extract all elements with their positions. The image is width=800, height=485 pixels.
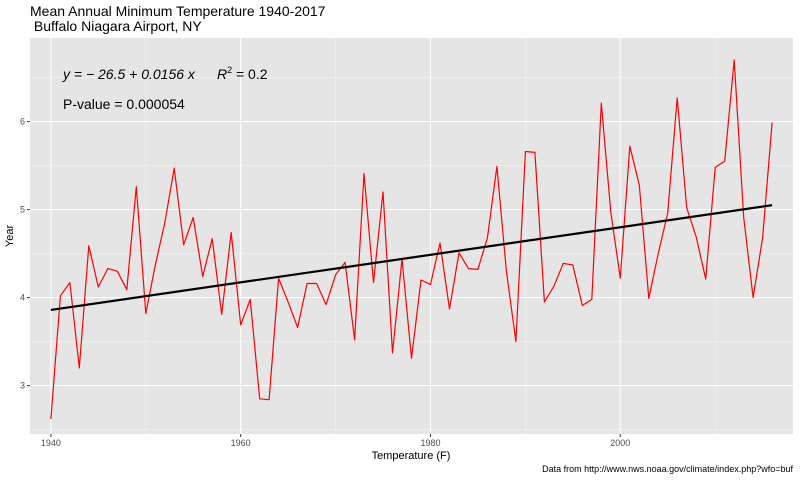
regression-equation: y = − 26.5 + 0.0156 x R2 = 0.2: [62, 65, 268, 82]
series-layer: [50, 59, 773, 420]
y-axis-title: Year: [4, 225, 16, 248]
y-tick-label: 3: [20, 381, 25, 391]
y-axis: 3 4 5 6: [20, 117, 30, 391]
equation-text: y = − 26.5 + 0.0156 x: [62, 66, 196, 82]
chart-subtitle: Buffalo Niagara Airport, NY: [30, 18, 202, 34]
y-tick-label: 5: [20, 205, 25, 215]
minor-gridlines: [30, 38, 793, 434]
source-caption: Data from http://www.nws.noaa.gov/climat…: [542, 464, 793, 474]
p-value-label: P-value = 0.000054: [63, 96, 185, 112]
r2-symbol: R: [217, 66, 227, 82]
r2-value: = 0.2: [232, 66, 268, 82]
x-axis-title: Temperature (F): [372, 450, 451, 462]
trend-layer: [50, 204, 773, 312]
x-tick-label: 1960: [231, 438, 251, 448]
x-axis: 1940 1960 1980 2000: [41, 434, 630, 448]
x-tick-label: 1940: [41, 438, 61, 448]
r2-exponent: 2: [227, 65, 232, 75]
x-tick-label: 2000: [610, 438, 630, 448]
x-tick-label: 1980: [420, 438, 440, 448]
trend-line: [50, 204, 773, 312]
series-line: [50, 59, 773, 420]
plot-panel: [30, 38, 793, 434]
y-tick-label: 4: [20, 293, 25, 303]
y-tick-label: 6: [20, 117, 25, 127]
major-gridlines: [30, 38, 793, 434]
chart-title: Mean Annual Minimum Temperature 1940-201…: [30, 3, 326, 19]
